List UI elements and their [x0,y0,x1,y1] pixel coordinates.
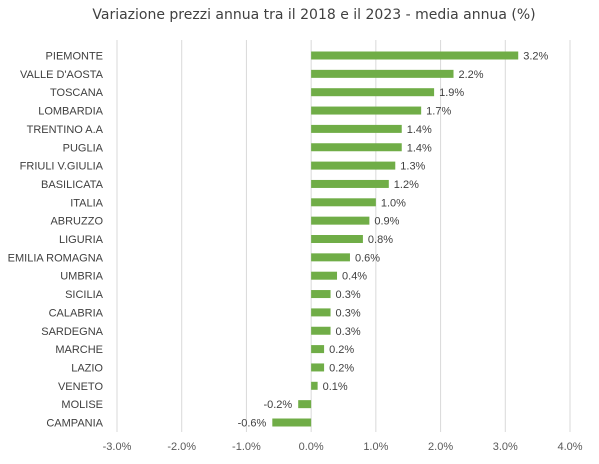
bar [311,235,363,243]
x-tick-label: -1.0% [232,441,261,453]
data-label: 0.3% [336,289,361,301]
bar [311,124,402,133]
data-label: 1.9% [439,87,464,99]
data-label: 1.4% [407,124,432,136]
x-tick-label: 3.0% [493,441,518,453]
bar [311,253,350,262]
category-label: UMBRIA [60,271,103,283]
category-label: VENETO [58,381,103,393]
category-label: LOMBARDIA [38,106,103,118]
category-labels: PIEMONTE VALLE D'AOSTA TOSCANA LOMBARDIA TRE… [8,51,104,430]
data-label: 1.2% [394,179,419,191]
category-label: PIEMONTE [46,51,103,63]
bar [311,271,338,280]
x-tick-label: -3.0% [103,441,132,453]
x-tick-label: 4.0% [557,441,582,453]
category-label: BASILICATA [41,179,104,191]
category-label: MARCHE [55,344,103,356]
data-label: 0.8% [368,234,393,246]
category-label: EMILIA ROMAGNA [8,252,104,264]
x-tick-label: -2.0% [167,441,196,453]
data-label: 0.3% [336,307,361,319]
bar [311,308,331,317]
category-label: LIGURIA [59,234,104,246]
x-tick-label: 2.0% [428,441,453,453]
bar [311,161,396,170]
data-label: 3.2% [523,51,548,63]
bars [272,51,519,427]
data-label: 0.2% [329,362,354,374]
data-label: 1.3% [400,161,425,173]
data-label: -0.6% [238,418,267,430]
data-label: 1.7% [426,106,451,118]
bar [311,179,389,188]
category-label: FRIULI V.GIULIA [20,161,104,173]
bar [311,345,325,354]
data-label: 1.0% [381,197,406,209]
data-label: 0.4% [342,271,367,283]
data-label: 0.6% [355,252,380,264]
category-label: PUGLIA [63,142,104,154]
category-label: CALABRIA [49,307,104,319]
value-labels: 3.2% 2.2% 1.9% 1.7% 1.4% 1.4% 1.3% 1.2% 1.0% 0.9%… [238,51,549,430]
x-tick-label: 0.0% [299,441,324,453]
bar [311,88,435,97]
category-label: SARDEGNA [41,326,103,338]
chart-title: Variazione prezzi annua tra il 2018 e il… [92,7,535,23]
category-label: CAMPANIA [46,418,103,430]
bar [311,363,325,372]
bar [311,326,331,335]
category-label: ITALIA [70,197,103,209]
data-label: 0.1% [323,381,348,393]
data-label: -0.2% [263,399,292,411]
data-label: 2.2% [459,69,484,81]
data-label: 0.9% [374,216,399,228]
category-label: TRENTINO A.A [27,124,104,136]
bar [311,106,422,115]
bar [311,143,402,152]
category-label: ABRUZZO [50,216,103,228]
category-label: VALLE D'AOSTA [20,69,104,81]
data-label: 0.2% [329,344,354,356]
x-axis-tick-labels: -3.0% -2.0% -1.0% 0.0% 1.0% 2.0% 3.0% 4.0% [103,441,583,453]
category-label: MOLISE [61,399,103,411]
bar [311,216,370,225]
x-tick-label: 1.0% [363,441,388,453]
category-label: TOSCANA [50,87,104,99]
data-label: 1.4% [407,142,432,154]
bar [272,418,312,427]
bar [311,69,454,78]
data-label: 0.3% [336,326,361,338]
bar [311,198,376,207]
category-label: LAZIO [71,362,103,374]
bar [311,51,519,60]
category-label: SICILIA [65,289,104,301]
bar [311,381,318,390]
bar [298,400,312,409]
bar [311,290,331,299]
grid-lines [116,40,571,432]
